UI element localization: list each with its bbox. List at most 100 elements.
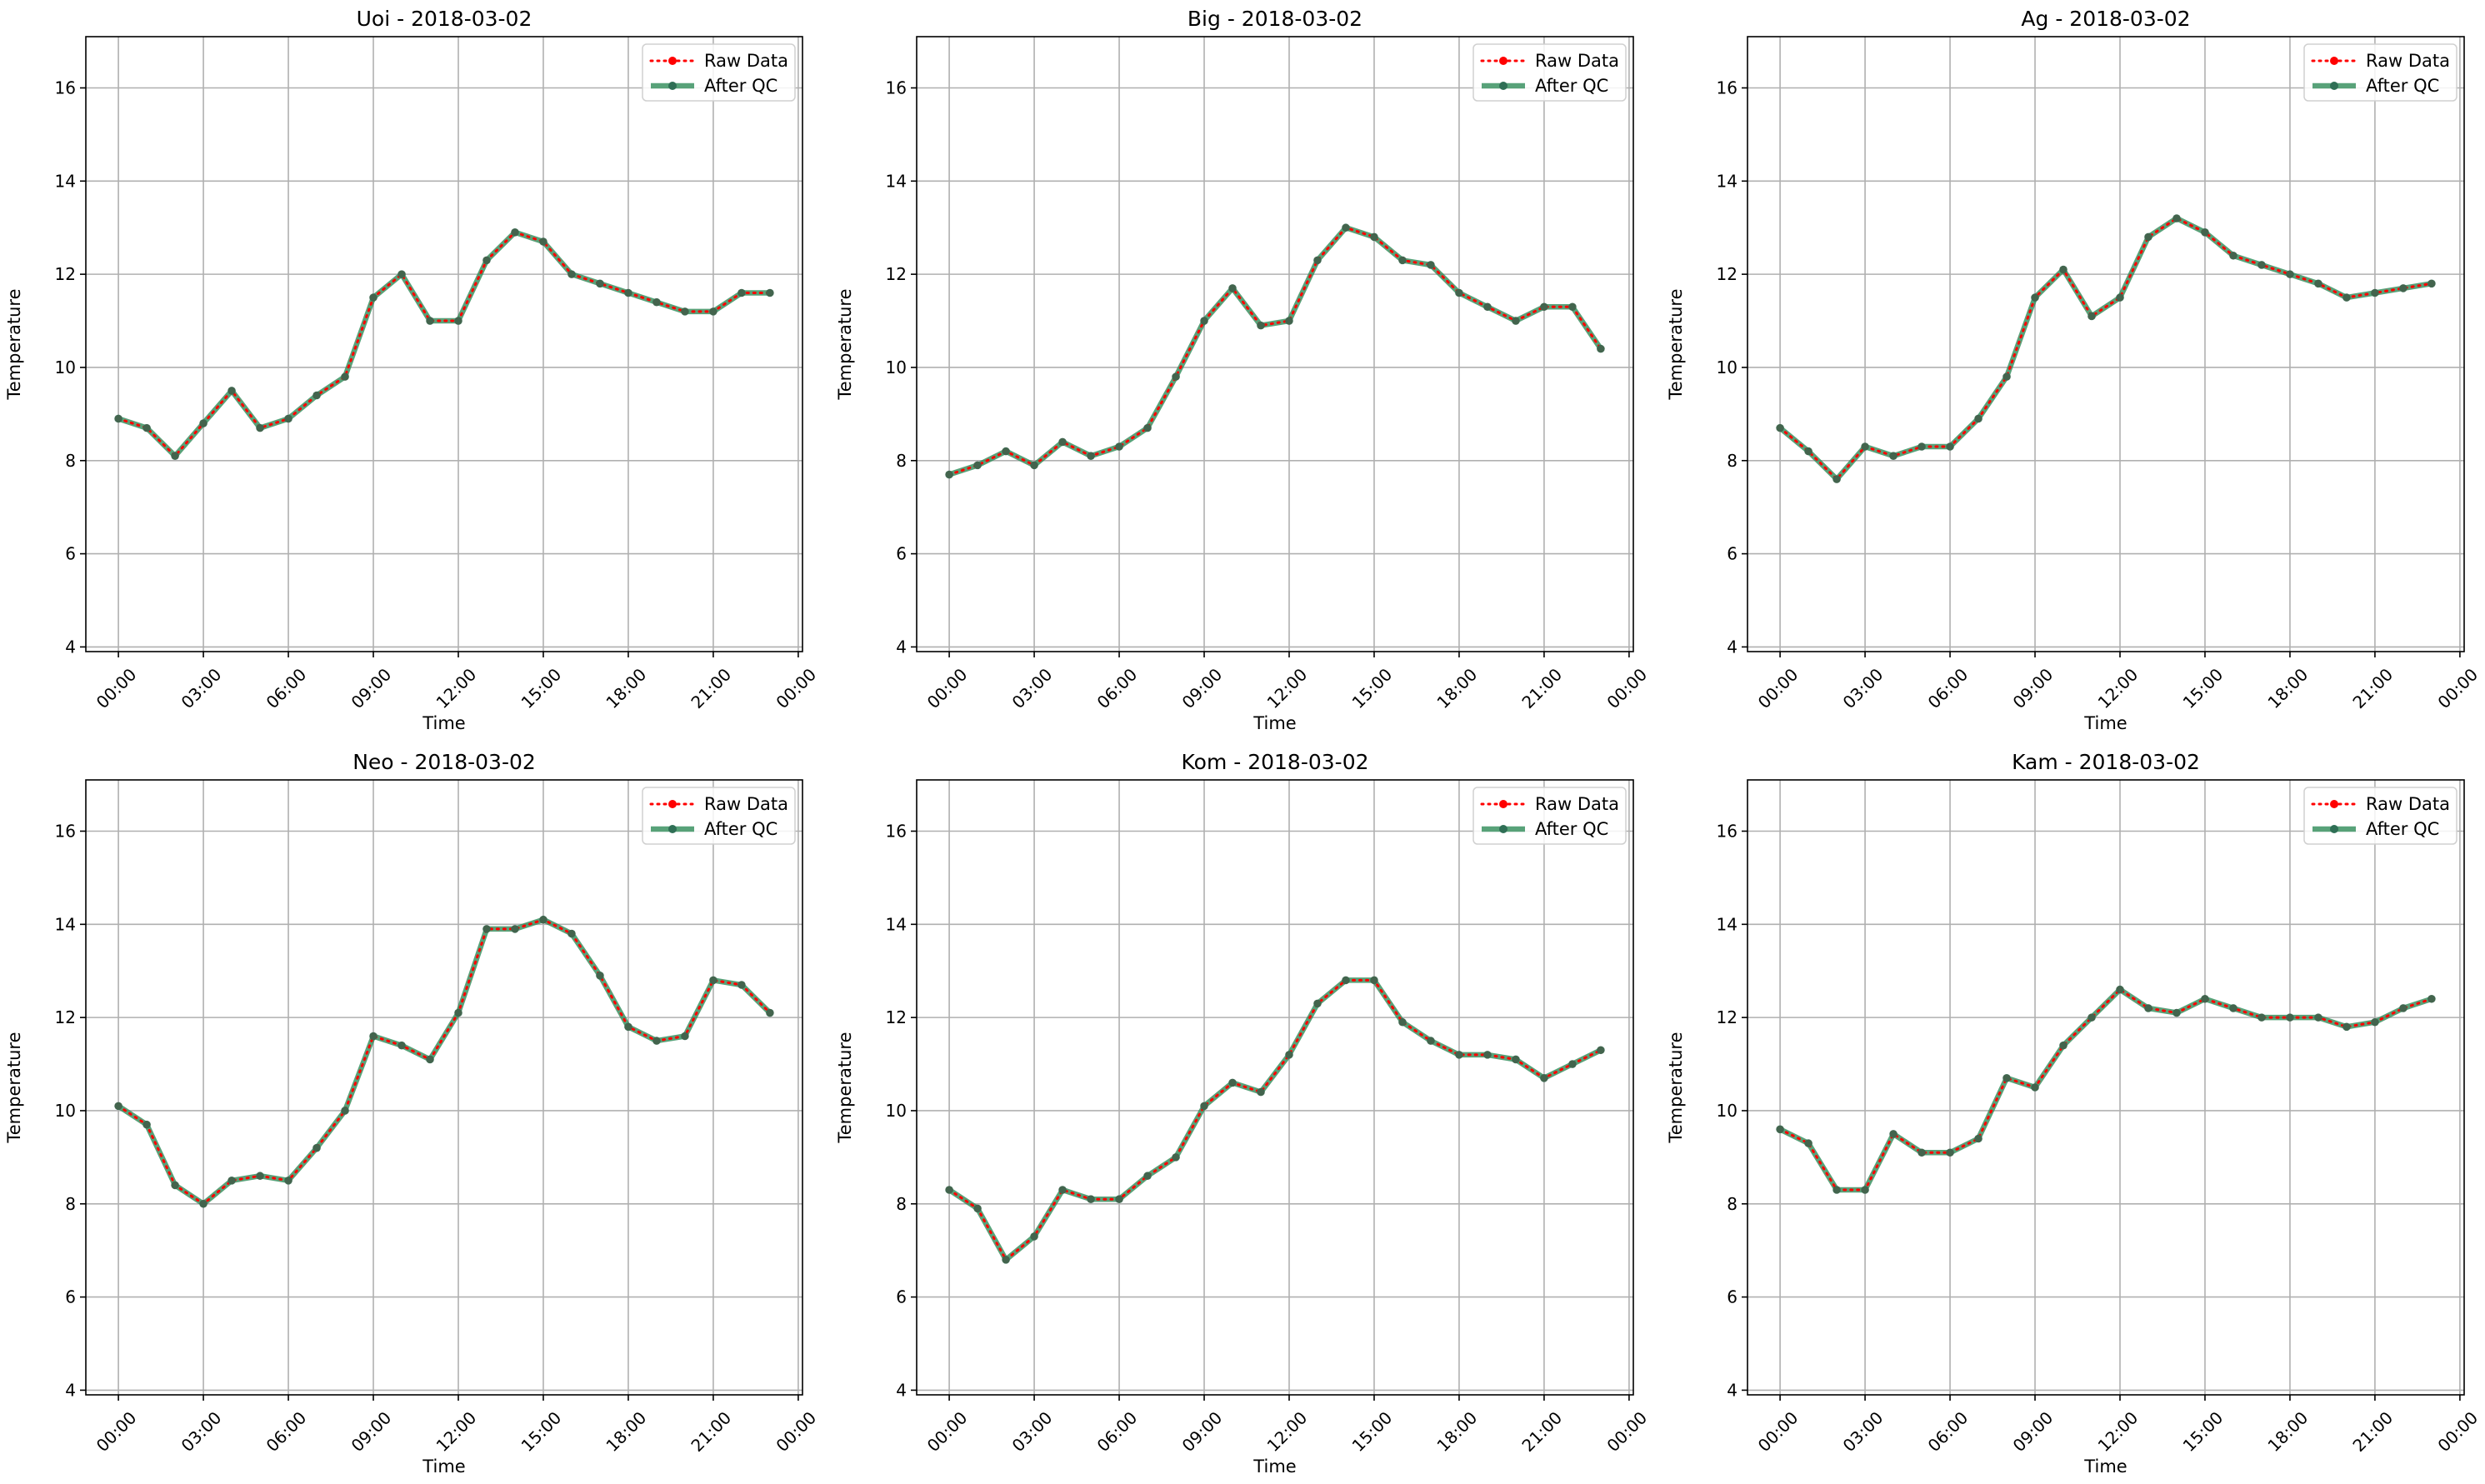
after-qc-point — [256, 423, 264, 432]
x-tick-label: 00:00 — [92, 1407, 141, 1456]
chart-panel-0: 4 6 8 10 12 14 16 00:00 03:00 06:00 09:00 12:00 15:0… — [4, 7, 820, 733]
after-qc-point — [1030, 1232, 1038, 1241]
legend: Raw Data After QC — [642, 787, 796, 845]
after-qc-point — [2059, 265, 2068, 274]
after-qc-point — [284, 414, 292, 423]
after-qc-point — [1342, 223, 1350, 232]
x-tick-label: 09:00 — [2009, 664, 2058, 712]
y-axis-label: Temperature — [1666, 288, 1686, 400]
legend-marker-after-qc — [1499, 825, 1508, 833]
after-qc-point — [1512, 317, 1520, 325]
after-qc-point — [652, 1037, 661, 1045]
y-tick-label: 4 — [65, 637, 76, 657]
after-qc-point — [973, 461, 982, 470]
after-qc-point — [482, 925, 491, 933]
after-qc-point — [568, 929, 576, 938]
after-qc-point — [1455, 1051, 1463, 1059]
after-qc-point — [2342, 293, 2351, 302]
x-tick-label: 00:00 — [772, 664, 820, 712]
y-tick-label: 4 — [1727, 637, 1738, 657]
y-axis-label: Temperature — [4, 1032, 24, 1143]
x-tick-label: 18:00 — [1433, 664, 1482, 712]
after-qc-point — [1228, 1078, 1237, 1087]
y-tick-label: 6 — [65, 544, 76, 564]
y-tick-label: 4 — [65, 1380, 76, 1400]
after-qc-point — [681, 307, 689, 316]
x-tick-label: 12:00 — [1263, 664, 1312, 712]
after-qc-point — [2144, 1004, 2152, 1012]
x-tick-label: 00:00 — [2433, 1407, 2482, 1456]
after-qc-point — [973, 1204, 982, 1213]
plot-frame — [1747, 779, 2465, 1396]
after-qc-point — [2144, 232, 2152, 242]
legend-label-raw-data: Raw Data — [2366, 51, 2450, 71]
legend-label-after-qc: After QC — [1535, 819, 1608, 839]
x-tick-label: 03:00 — [1008, 1407, 1057, 1456]
x-tick-label: 12:00 — [2094, 1407, 2142, 1456]
after-qc-point — [511, 925, 519, 933]
y-tick-label: 14 — [886, 914, 907, 934]
x-tick-label: 15:00 — [2179, 1407, 2228, 1456]
after-qc-point — [2088, 312, 2096, 321]
y-tick-label: 12 — [55, 264, 76, 284]
series-line-raw-data — [948, 226, 1602, 476]
after-qc-point — [1804, 1139, 1812, 1147]
x-tick-label: 21:00 — [2348, 664, 2397, 712]
after-qc-point — [1568, 1060, 1577, 1068]
after-qc-point — [945, 1186, 953, 1194]
after-qc-point — [2172, 1008, 2181, 1017]
x-tick-label: 12:00 — [432, 664, 481, 712]
x-tick-label: 00:00 — [1754, 1407, 1802, 1456]
after-qc-point — [945, 470, 953, 479]
y-tick-label: 10 — [886, 357, 907, 377]
after-qc-point — [2371, 288, 2379, 297]
y-tick-label: 14 — [886, 171, 907, 191]
x-tick-label: 00:00 — [923, 664, 972, 712]
chart-title: Kom - 2018-03-02 — [1182, 750, 1369, 774]
x-tick-label: 06:00 — [1924, 1407, 1972, 1456]
plot-frame — [1747, 36, 2465, 652]
plot-frame — [85, 36, 803, 652]
after-qc-point — [1115, 442, 1123, 451]
after-qc-point — [596, 279, 604, 288]
after-qc-point — [2002, 1074, 2011, 1082]
after-qc-point — [2201, 994, 2209, 1003]
after-qc-point — [2399, 1004, 2408, 1012]
legend-label-after-qc: After QC — [704, 76, 778, 96]
series-line-raw-data — [948, 978, 1602, 1262]
y-tick-label: 10 — [55, 357, 76, 377]
y-tick-label: 14 — [1717, 171, 1738, 191]
after-qc-point — [256, 1172, 264, 1181]
legend: Raw Data After QC — [1472, 43, 1627, 102]
x-tick-label: 06:00 — [262, 1407, 311, 1456]
chart-panel-2: 4 6 8 10 12 14 16 00:00 03:00 06:00 09:00 12:00 15:0… — [1666, 7, 2482, 733]
after-qc-point — [1058, 437, 1067, 447]
y-tick-label: 6 — [65, 1287, 76, 1307]
y-tick-label: 8 — [1727, 1194, 1738, 1214]
legend-marker-raw-data — [1499, 800, 1508, 808]
y-tick-label: 16 — [886, 78, 907, 98]
y-tick-label: 16 — [1717, 78, 1738, 98]
y-tick-label: 10 — [886, 1101, 907, 1121]
x-axis-label: Time — [1252, 713, 1296, 733]
after-qc-point — [1342, 976, 1350, 985]
y-tick-label: 12 — [886, 1007, 907, 1027]
x-tick-label: 09:00 — [2009, 1407, 2058, 1456]
chart-panel-3: 4 6 8 10 12 14 16 00:00 03:00 06:00 09:00 12:00 15:0… — [4, 750, 820, 1477]
after-qc-point — [1002, 447, 1010, 456]
after-qc-point — [1172, 372, 1180, 381]
after-qc-point — [2031, 293, 2039, 302]
after-qc-point — [142, 423, 151, 432]
y-tick-label: 16 — [886, 822, 907, 842]
after-qc-point — [426, 1055, 434, 1064]
after-qc-point — [1832, 475, 1841, 483]
after-qc-point — [2314, 279, 2322, 288]
chart-title: Big - 2018-03-02 — [1188, 7, 1362, 31]
x-tick-label: 12:00 — [432, 1407, 481, 1456]
y-axis-label: Temperature — [835, 288, 855, 400]
after-qc-point — [1597, 344, 1605, 353]
series-line-after-qc — [1778, 987, 2432, 1193]
after-qc-point — [142, 1120, 151, 1129]
after-qc-point — [1974, 414, 1982, 423]
x-tick-label: 15:00 — [518, 1407, 566, 1456]
